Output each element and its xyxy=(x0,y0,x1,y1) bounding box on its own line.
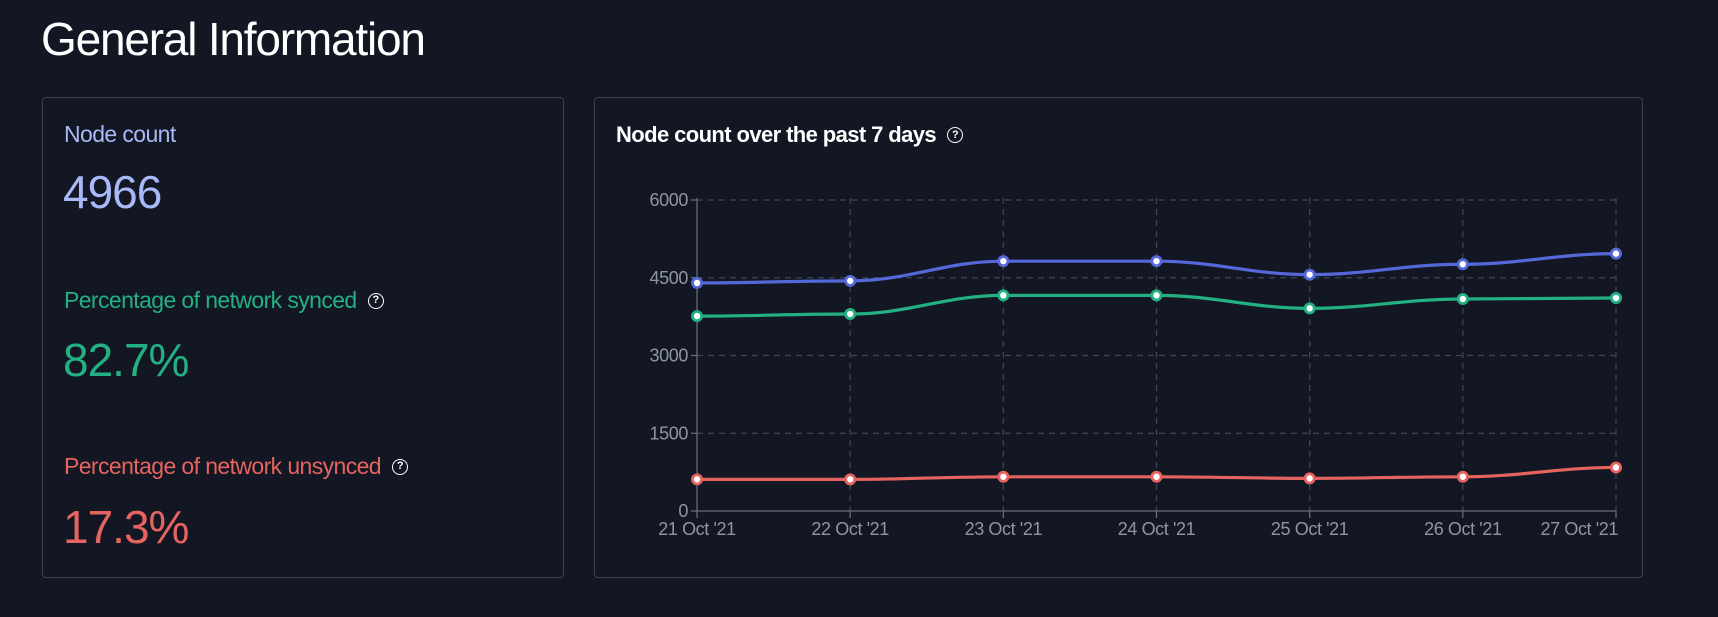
data-point xyxy=(997,255,1010,268)
node-count-label-text: Node count xyxy=(64,121,176,147)
y-tick-label: 3000 xyxy=(650,346,689,366)
node-count-chart: 0 1500 3000 4500 6000 21 Oct '21 22 Oct '21 23 … xyxy=(650,190,1623,539)
x-tick-label: 22 Oct '21 xyxy=(811,519,889,539)
y-tick-label: 1500 xyxy=(650,423,689,443)
data-point xyxy=(997,470,1010,483)
x-tick-label: 26 Oct '21 xyxy=(1424,519,1502,539)
synced-label-text: Percentage of network synced xyxy=(64,287,357,313)
unsynced-label-text: Percentage of network unsynced xyxy=(64,453,382,479)
y-tick-label: 0 xyxy=(678,501,688,521)
y-tick-label: 4500 xyxy=(650,268,689,288)
data-point xyxy=(1303,268,1316,281)
synced-value: 82.7% xyxy=(63,334,189,386)
data-point xyxy=(691,310,704,323)
unsynced-value: 17.3% xyxy=(63,501,189,553)
unsynced-label: Percentage of network unsynced ? xyxy=(64,453,408,480)
data-point xyxy=(1610,247,1623,260)
data-point xyxy=(1150,255,1163,268)
chart-title: Node count over the past 7 days ? xyxy=(616,122,964,148)
chart-card: Node count over the past 7 days ? 0 1500 3… xyxy=(594,97,1643,578)
data-point xyxy=(1456,258,1469,271)
question-circle-icon[interactable]: ? xyxy=(947,127,964,143)
question-circle-icon[interactable]: ? xyxy=(391,458,408,475)
x-tick-label: 27 Oct '21 xyxy=(1541,519,1619,539)
data-point xyxy=(691,276,704,289)
data-point xyxy=(1150,289,1163,302)
stats-card: Node count 4966 Percentage of network sy… xyxy=(42,97,564,578)
node-count-label: Node count xyxy=(64,121,176,148)
question-circle-icon[interactable]: ? xyxy=(367,292,384,309)
y-tick-label: 6000 xyxy=(650,190,689,210)
data-point xyxy=(691,473,704,486)
x-tick-label: 24 Oct '21 xyxy=(1118,519,1196,539)
data-point xyxy=(844,308,857,321)
data-point xyxy=(1456,470,1469,483)
data-point xyxy=(1303,472,1316,485)
data-point xyxy=(844,473,857,486)
data-point xyxy=(1610,291,1623,304)
chart-title-text: Node count over the past 7 days xyxy=(616,122,937,147)
data-point xyxy=(997,289,1010,302)
x-tick-label: 23 Oct '21 xyxy=(965,519,1043,539)
data-point xyxy=(1456,293,1469,306)
data-point xyxy=(1303,302,1316,315)
page-title: General Information xyxy=(41,13,426,65)
data-point xyxy=(1150,470,1163,483)
data-point xyxy=(844,274,857,287)
node-count-value: 4966 xyxy=(63,166,162,218)
x-tick-label: 25 Oct '21 xyxy=(1271,519,1349,539)
data-point xyxy=(1610,461,1623,474)
x-tick-label: 21 Oct '21 xyxy=(658,519,736,539)
synced-label: Percentage of network synced ? xyxy=(64,287,384,314)
